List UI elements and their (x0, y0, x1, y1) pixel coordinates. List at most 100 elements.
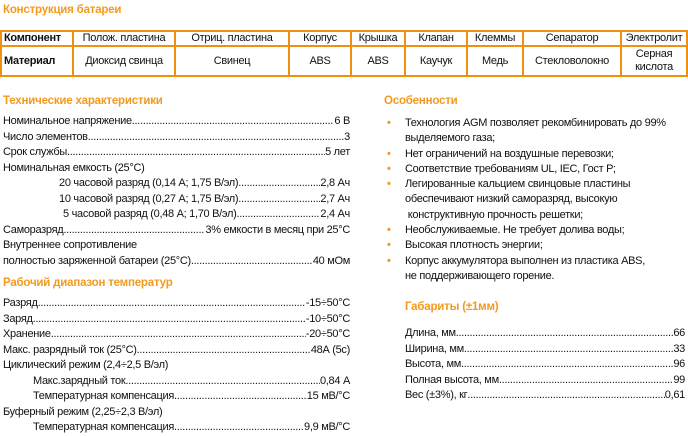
dot-leader (125, 374, 320, 390)
dot-leader (67, 145, 325, 161)
dot-leader (191, 254, 313, 270)
table-cell: Крышка (350, 30, 406, 47)
spec-value: 40 мОм (312, 254, 350, 267)
dims-list: Длина, мм 66 Ширина, мм 33 Высота, мм 96 Полна… (405, 326, 685, 404)
bullet-icon: • (387, 224, 391, 237)
spec-row: Внутреннее сопротивление (3, 238, 350, 254)
spec-label: Макс.зарядный ток (33, 374, 126, 387)
spec-value: 3 (344, 130, 350, 143)
spec-value: 2,7 Ач (320, 192, 350, 205)
spec-row: Полная высота, мм 99 (405, 373, 685, 389)
tech-list: Номинальное напряжение 6 В Число элементов… (3, 114, 350, 269)
spec-value: -10÷50°C (305, 312, 350, 325)
spec-row: Число элементов 3 (3, 130, 350, 146)
spec-label: 20 часовой разряд (0,14 А; 1,75 В/эл) (59, 177, 239, 189)
table-cell: ABS (350, 45, 406, 77)
dot-leader (499, 373, 674, 389)
dot-leader (238, 192, 320, 208)
bullet-icon: • (387, 239, 391, 252)
spec-row: Хранение -20÷50°C (3, 327, 350, 343)
feature-text: не поддерживающего горение. (405, 269, 555, 282)
table-row-material: Материал Диоксид свинца Свинец ABS ABS Каучук… (0, 45, 688, 77)
feature-text: Необслуживаемые. Не требует долива воды; (405, 224, 625, 237)
table-row-header: Компонент Полож. пластина Отриц. пластина К… (0, 30, 688, 47)
table-cell: Каучук (404, 45, 468, 77)
spec-row: Саморазряд 3% емкости в месяц при 25°C (3, 223, 350, 239)
spec-row: Заряд -10÷50°C (3, 312, 350, 328)
dot-leader (456, 326, 674, 342)
table-cell: Диоксид свинца (72, 45, 176, 77)
spec-label: полностью заряженной батареи (25°C) (3, 254, 191, 267)
feature-item: • Корпус аккумулятора выполнен из пластик… (384, 254, 684, 285)
features-title: Особенности (384, 95, 458, 107)
spec-label: Срок службы (3, 146, 67, 158)
table-cell: Корпус (288, 30, 352, 47)
bullet-icon: • (387, 254, 391, 267)
spec-label: Разряд (3, 297, 38, 309)
spec-label: Саморазряд (3, 223, 64, 236)
spec-label: Число элементов (3, 130, 88, 143)
dot-leader (137, 343, 311, 359)
feature-item: • Технология AGM позволяет рекомбинироват… (384, 116, 684, 147)
spec-value: 2,8 Ач (320, 177, 350, 189)
dot-leader (464, 342, 673, 358)
table-cell: Материал (0, 45, 74, 77)
feature-item: • Высокая плотность энергии; (384, 238, 684, 253)
spec-value: -15÷50°C (305, 297, 350, 309)
spec-value: 2,4 Ач (320, 208, 350, 220)
dot-leader (236, 207, 320, 223)
feature-text: Соответствие требованиям UL, IEC, Гост Р… (405, 162, 616, 175)
spec-label: 5 часовой разряд (0,48 А; 1,70 В/эл) (63, 208, 237, 220)
spec-row: 20 часовой разряд (0,14 А; 1,75 В/эл) 2,8… (3, 176, 350, 192)
spec-value: 9,9 мВ/°C (304, 421, 350, 433)
spec-row: Буферный режим (2,25÷2,3 В/эл) (3, 405, 350, 421)
feature-text: Нет ограничений на воздушные перевозки; (405, 147, 614, 160)
spec-label: Заряд (3, 312, 33, 325)
dot-leader (132, 114, 335, 130)
dot-leader (88, 130, 344, 146)
spec-value: 6 В (334, 115, 350, 127)
temp-title: Рабочий диапазон температур (3, 277, 173, 289)
spec-row: Макс. разрядный ток (25°C) 48А (5с) (3, 343, 350, 359)
feature-text: Технология AGM позволяет рекомбинировать… (405, 117, 666, 129)
dot-leader (467, 388, 664, 404)
dot-leader (63, 223, 205, 239)
tech-title: Технические характеристики (3, 95, 163, 107)
spec-row: Вес (±3%), кг 0,61 (405, 388, 685, 404)
spec-label: Буферный режим (2,25÷2,3 В/эл) (3, 405, 163, 418)
feature-text: Высокая плотность энергии; (405, 239, 543, 252)
table-cell: Полож. пластина (72, 30, 176, 47)
bullet-icon: • (387, 178, 391, 191)
bullet-icon: • (387, 147, 391, 160)
spec-row: Температурная компенсация 9,9 мВ/°C (3, 420, 350, 436)
spec-value: 99 (673, 373, 685, 386)
feature-text: выделяемого газа; (405, 132, 495, 145)
spec-row: Высота, мм 96 (405, 357, 685, 373)
dot-leader (461, 357, 673, 373)
spec-row: Ширина, мм 33 (405, 342, 685, 358)
feature-text: обеспечивают низкий саморазряд, высокую (405, 193, 618, 206)
table-cell: Электролит (620, 30, 688, 47)
spec-row: полностью заряженной батареи (25°C) 40 мО… (3, 254, 350, 270)
spec-value: 0,84 А (319, 374, 350, 387)
spec-label: Температурная компенсация (33, 421, 174, 433)
table-cell: Отриц. пластина (174, 30, 290, 47)
table-cell: Компонент (0, 30, 74, 47)
spec-row: Номинальное напряжение 6 В (3, 114, 350, 130)
spec-label: Внутреннее сопротивление (3, 239, 137, 251)
spec-label: Температурная компенсация (33, 390, 174, 402)
spec-row: Срок службы 5 лет (3, 145, 350, 161)
construction-table: Компонент Полож. пластина Отриц. пластина К… (0, 30, 688, 77)
spec-label: Хранение (3, 328, 51, 340)
table-cell: ABS (288, 45, 352, 77)
spec-label: Вес (±3%), кг (405, 389, 468, 401)
feature-text: Легированные кальцием свинцовые пластины (405, 178, 631, 191)
spec-value: 66 (673, 327, 685, 339)
spec-row: Макс.зарядный ток 0,84 А (3, 374, 350, 390)
spec-value: 48А (5с) (310, 343, 350, 356)
dot-leader (33, 312, 306, 328)
spec-row: Разряд -15÷50°C (3, 296, 350, 312)
spec-value: 5 лет (325, 146, 350, 158)
feature-item: • Легированные кальцием свинцовые пластин… (384, 177, 684, 223)
